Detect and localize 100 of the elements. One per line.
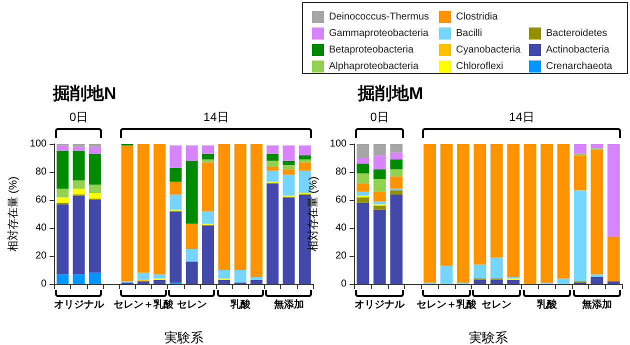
bar [557,278,570,284]
bar [88,272,101,284]
bar [390,144,403,152]
bar [137,144,150,273]
bar [202,211,214,224]
bar [186,145,198,161]
bar [88,200,101,273]
bar [202,145,214,154]
bar [440,266,453,284]
legend-label: Bacteroidetes [546,28,608,39]
y-tick-label: 40 [335,222,348,234]
bar [390,176,403,189]
bar [266,145,279,154]
x-tick-label: セレン＋乳酸 [113,298,174,310]
bar [282,165,295,170]
bar [440,144,453,266]
y-tick-label: 20 [335,250,348,262]
bar [202,162,214,212]
bar [474,144,486,264]
bar [356,183,370,192]
y-tick-label: 80 [335,166,348,178]
bar [356,158,370,164]
bar [356,173,370,184]
y-tick-label: 80 [35,166,48,178]
bar [282,160,295,165]
x-axis-title: 実験系 [164,330,204,345]
bar [186,160,198,224]
bar [574,190,586,282]
bar [298,162,311,171]
bar [234,270,246,283]
bar [186,262,198,284]
bar [373,179,386,192]
bar [373,144,386,156]
text: 14日 [509,110,534,124]
text: 0日 [69,110,88,124]
bar [490,257,503,278]
bar [218,270,230,278]
bar [154,274,166,278]
bar [540,144,553,283]
bar [72,144,85,147]
bar [298,145,311,156]
bar [390,159,403,170]
bar [266,170,279,182]
bar [218,280,230,284]
bar [282,145,295,161]
legend-label: Bacilli [456,28,482,39]
bar [234,144,246,270]
bar [524,144,536,284]
bar [137,272,150,280]
bar [202,154,214,160]
bar [590,277,604,284]
y-axis-title: 相対存在量 (%) [306,176,320,252]
bar [218,144,230,270]
bar [507,280,520,284]
bar [56,188,69,198]
bar [356,197,370,203]
bar [170,194,182,210]
bar [56,145,69,151]
bar [298,159,311,162]
y-tick-label: 20 [35,250,48,262]
bar [474,264,486,278]
bar [373,169,386,179]
bar [298,155,311,160]
bar [170,168,182,182]
bar [121,145,134,282]
bar [356,192,370,196]
bar [607,144,620,236]
chart-title: 掘削地M [357,84,424,103]
y-tick-label: 0 [41,278,48,290]
y-axis-title: 相対存在量 (%) [6,176,20,252]
bar [574,155,586,190]
x-axis-title: 実験系 [468,330,508,345]
bar [373,210,386,284]
bar [266,160,279,166]
bar [170,211,182,283]
bar [282,197,295,284]
legend-label: Deinococcus-Thermus [329,12,430,22]
bar [356,144,370,158]
bar [250,280,262,284]
bar [457,144,470,283]
bar [574,144,586,154]
bar [607,281,620,284]
bar [390,152,403,160]
bar [424,144,436,283]
bar [137,281,150,284]
legend-label: Clostridia [456,12,498,22]
x-tick-label: 無添加 [580,298,612,310]
y-tick-label: 100 [30,138,48,150]
bar [266,166,279,171]
text: 0日 [370,110,389,124]
bar [186,224,198,249]
bar [490,280,503,284]
bar [72,146,85,151]
bar [56,197,69,203]
x-tick-label: 乳酸 [229,298,252,310]
bar [154,144,166,274]
bar [202,225,214,284]
bar [390,194,403,284]
x-tick-label: 無添加 [272,298,304,310]
bar [56,151,69,189]
